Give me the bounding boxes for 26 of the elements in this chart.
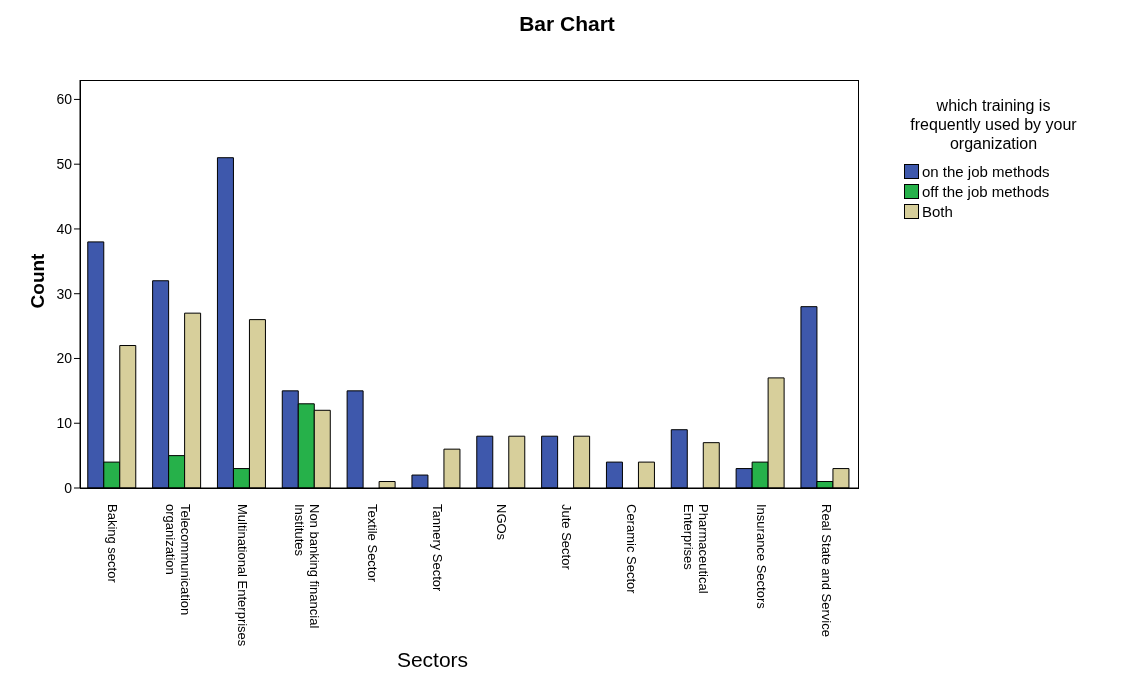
x-tick-label: Multinational Enterprises [235, 504, 251, 647]
x-tick-label: Pharmaceutical Enterprises [681, 504, 712, 594]
legend-label: off the job methods [922, 182, 1050, 200]
y-axis-title: Count [27, 252, 49, 311]
x-tick-label: Telecommunication organization [162, 504, 193, 616]
x-tick-label: Ceramic Sector [624, 504, 640, 595]
y-tick-label: 0 [64, 479, 73, 496]
x-tick-label: Jute Sector [559, 504, 575, 571]
chart-title: Bar Chart [518, 12, 616, 36]
x-axis-title: Sectors [395, 648, 470, 672]
x-tick-label: Real State and Service [818, 504, 834, 637]
legend-label: on the job methods [922, 162, 1050, 180]
y-tick-label: 20 [56, 350, 73, 367]
legend-title: which training is frequently used by your organization [909, 96, 1078, 153]
x-tick-label: Baking sector [105, 504, 121, 584]
x-tick-label: NGOs [494, 504, 510, 541]
x-tick-label: Textile Sector [364, 504, 380, 583]
y-tick-label: 10 [56, 415, 73, 432]
legend-label: Both [922, 202, 953, 220]
x-tick-label: Insurance Sectors [753, 504, 769, 610]
y-tick-label: 60 [56, 91, 73, 108]
x-tick-label: Tannery Sector [429, 504, 445, 593]
y-tick-label: 30 [56, 285, 73, 302]
y-tick-label: 40 [56, 220, 73, 237]
x-tick-label: Non banking financial Institutes [292, 504, 323, 629]
y-tick-label: 50 [56, 156, 73, 173]
